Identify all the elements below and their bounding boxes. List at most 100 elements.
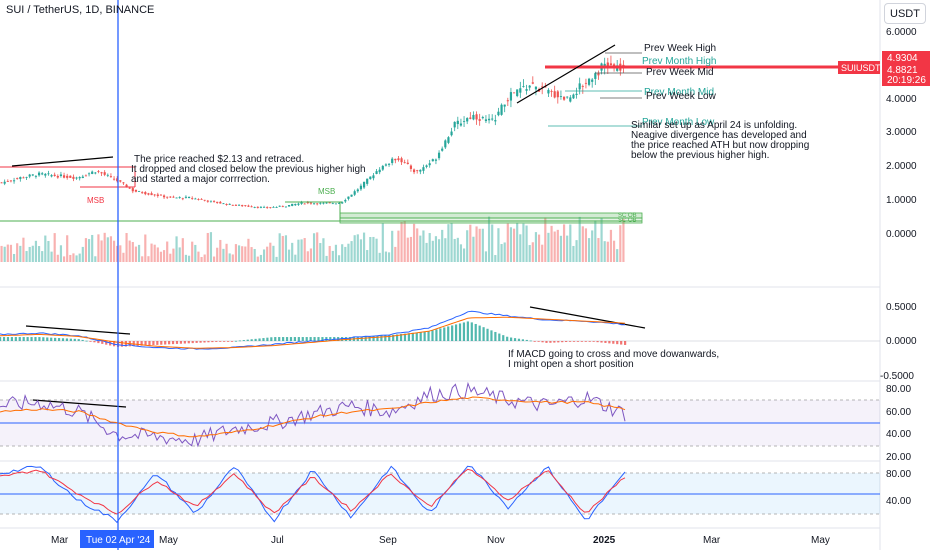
volume-bar — [406, 237, 409, 262]
macd-hist-bar — [620, 341, 623, 345]
macd-hist-bar — [470, 322, 473, 341]
volume-bar — [425, 242, 428, 262]
candle-body — [91, 171, 94, 174]
volume-bar — [394, 246, 397, 262]
volume-bar — [556, 229, 559, 262]
volume-bar — [3, 246, 6, 262]
candle-body — [141, 192, 144, 194]
macd-hist-bar — [89, 341, 92, 342]
candle-body — [303, 203, 306, 205]
macd-hist-bar — [278, 337, 281, 341]
candle-body — [525, 89, 528, 91]
y-tick-2: 2.0000 — [886, 161, 917, 172]
volume-bar — [169, 253, 172, 262]
macd-hist-bar — [30, 337, 33, 341]
note-now-line-1: Similar set up as April 24 is unfolding. — [631, 120, 797, 131]
currency-button[interactable]: USDT — [884, 3, 926, 24]
macd-hist-bar — [447, 326, 450, 341]
macd-hist-bar — [439, 328, 442, 341]
volume-bar — [291, 242, 294, 262]
volume-bar — [469, 224, 472, 262]
candle-body — [309, 202, 313, 204]
volume-bar — [600, 218, 603, 262]
volume-bar — [356, 234, 359, 262]
volume-bar — [522, 223, 525, 262]
candle-body — [284, 206, 288, 208]
symbol-badge — [838, 61, 880, 74]
volume-bar — [462, 248, 466, 262]
volume-bar — [334, 244, 338, 262]
candle-body — [547, 89, 550, 94]
macd-hist-bar — [69, 338, 72, 341]
candle-body — [419, 169, 422, 172]
volume-bar — [237, 245, 241, 262]
macd-hist-bar — [403, 333, 407, 341]
macd-hist-bar — [372, 335, 375, 341]
macd-hist-bar — [105, 341, 108, 345]
volume-bar — [97, 234, 100, 262]
macd-hist-bar — [364, 336, 367, 341]
candle-body — [322, 202, 325, 204]
macd-hist-bar — [474, 323, 477, 341]
candle-body — [256, 206, 259, 208]
macd-hist-bar — [160, 341, 163, 345]
candle-body — [400, 158, 403, 163]
candle-body — [316, 203, 319, 205]
macd-hist-bar — [199, 341, 202, 343]
macd-hist-bar — [396, 334, 399, 341]
candle-body — [297, 203, 300, 205]
volume-bar — [606, 241, 609, 262]
volume-bar — [0, 245, 3, 262]
macd-hist-bar — [313, 337, 316, 341]
macd-hist-bar — [454, 324, 458, 341]
macd-hist-bar — [73, 338, 76, 341]
volume-bar — [81, 246, 84, 262]
volume-bar — [441, 229, 444, 262]
candle-body — [137, 191, 141, 192]
volume-bar — [428, 233, 431, 262]
candle-body — [209, 200, 213, 202]
volume-bar — [281, 235, 284, 262]
candle-body — [491, 118, 494, 120]
volume-bar — [194, 244, 197, 262]
volume-bar — [125, 233, 128, 262]
volume-bar — [359, 239, 363, 262]
macd-hist-bar — [179, 341, 183, 344]
candle-body — [516, 89, 519, 97]
volume-bar — [609, 229, 613, 262]
volume-bar — [134, 246, 138, 262]
candle-body — [156, 194, 159, 196]
volume-bar — [303, 238, 306, 262]
macd-hist-bar — [592, 341, 595, 342]
candle-body — [275, 206, 278, 208]
volume-bar — [175, 236, 178, 262]
candle-body — [19, 177, 22, 180]
candle-body — [481, 117, 484, 119]
volume-bar — [494, 255, 497, 262]
volume-bar — [34, 240, 38, 262]
macd-hist-bar — [572, 341, 576, 342]
candle-body — [69, 175, 72, 178]
volume-bar — [562, 224, 566, 262]
prev-month-high-label: Prev Month High — [642, 56, 716, 67]
macd-hist-bar — [50, 337, 53, 341]
volume-bar — [6, 244, 9, 262]
candle-body — [528, 85, 531, 88]
volume-bar — [603, 241, 606, 262]
candle-body — [597, 73, 600, 76]
macd-hist-bar — [340, 337, 344, 341]
candle-body — [397, 158, 400, 161]
candle-body — [250, 206, 253, 208]
macd-hist-bar — [407, 333, 411, 341]
volume-bar — [272, 245, 275, 262]
macd-hist-bar — [309, 337, 312, 341]
volume-bar — [537, 234, 541, 262]
macd-hist-bar — [529, 340, 532, 342]
note-macd-line-1: If MACD going to cross and move dowanwar… — [508, 349, 719, 360]
candle-body — [519, 88, 522, 93]
macd-hist-bar — [175, 341, 179, 344]
candle-body — [287, 205, 291, 207]
volume-bar — [66, 235, 69, 262]
candle-body — [344, 199, 347, 202]
